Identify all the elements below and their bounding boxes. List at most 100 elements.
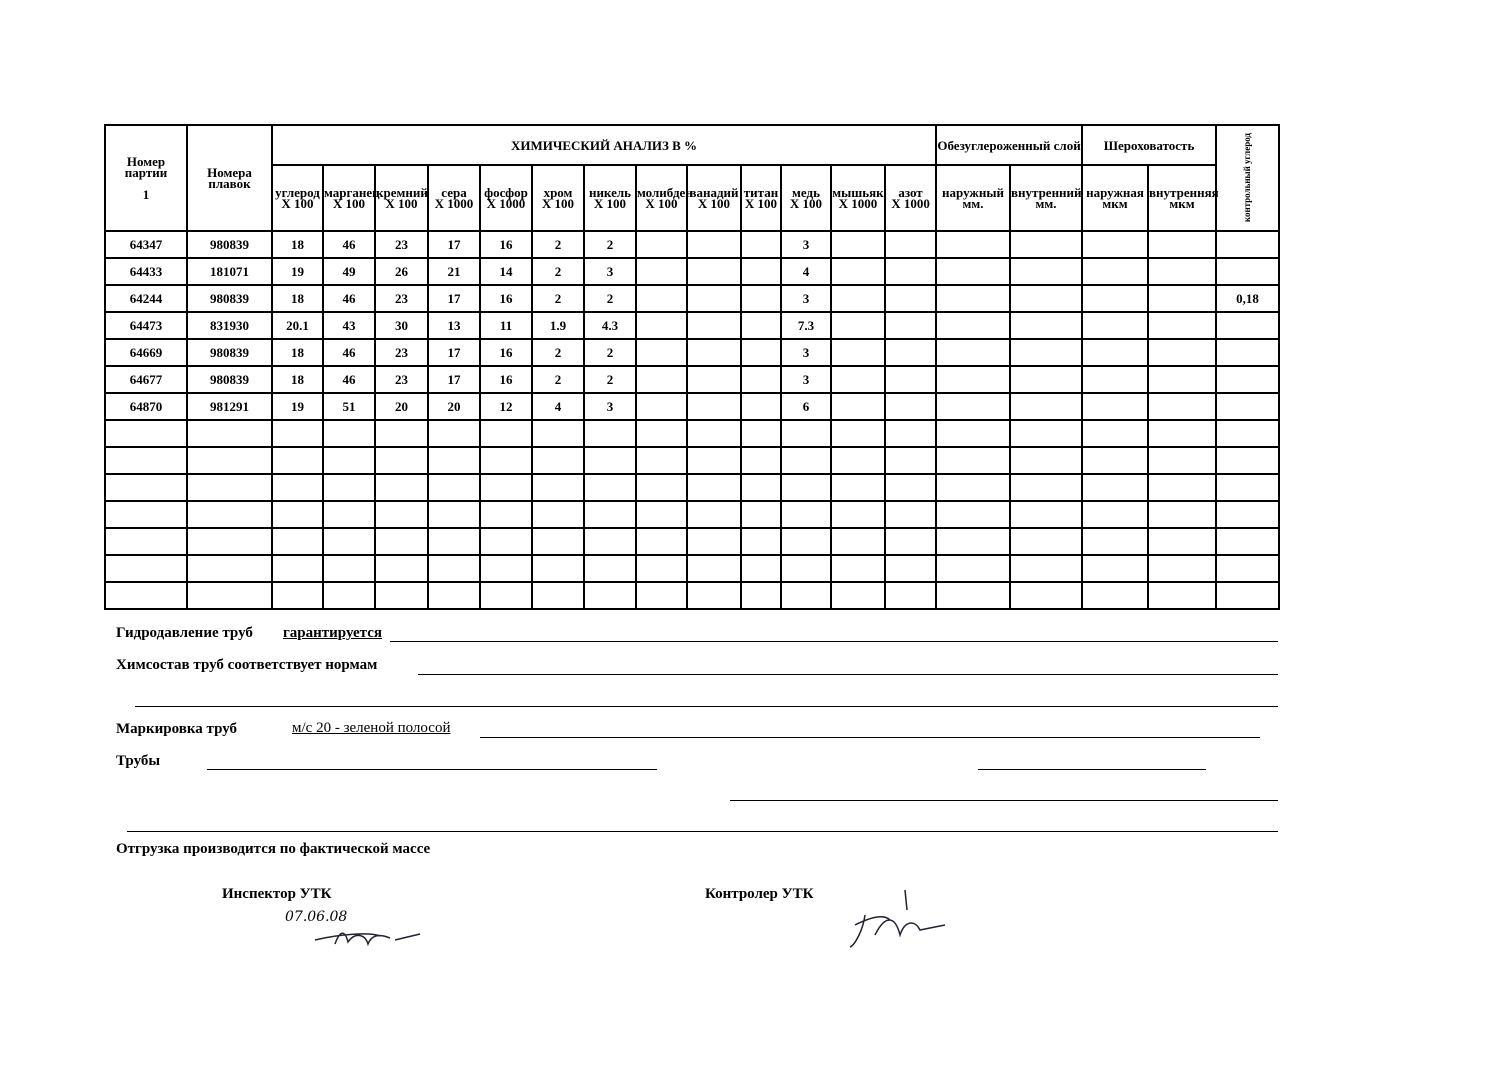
marking-value: м/с 20 - зеленой полосой [292,720,451,736]
table-cell [883,419,938,448]
table-cell: 181071 [186,257,273,286]
table-cell: 20.1 [271,311,324,340]
table-cell [635,230,688,259]
table-cell [104,419,188,448]
table-cell: 30 [374,311,429,340]
table-cell [271,473,324,502]
table-cell [635,392,688,421]
table-cell [427,581,481,610]
table-cell [1147,392,1218,421]
table-cell [104,554,188,583]
table-cell: 980839 [186,365,273,394]
table-cell [740,284,782,313]
table-cell: 6 [780,392,832,421]
table-cell: 980839 [186,284,273,313]
table-cell [830,527,886,556]
table-cell [740,473,782,502]
table-cell [1215,500,1281,529]
table-cell [186,527,273,556]
table-cell [635,500,688,529]
table-cell [1081,392,1150,421]
column-header: медь X 100 [780,164,832,232]
table-cell [271,419,324,448]
table-cell [1009,581,1084,610]
table-row: 64347 980839 18 46 23 17 16 2 2 3 [104,230,1281,259]
column-header: углерод X 100 [271,164,324,232]
table-cell: 2 [583,338,637,367]
table-row: 64677 980839 18 46 23 17 16 2 2 3 [104,365,1281,394]
table-cell [531,500,585,529]
table-cell: 2 [531,365,585,394]
chemical-analysis-table: Номер партии 1 Номера плавок ХИМИЧЕСКИЙ А… [104,124,1281,610]
empty-row [104,446,1281,475]
table-cell [686,473,742,502]
table-cell [740,338,782,367]
column-header: сера X 1000 [427,164,481,232]
table-cell [1215,365,1281,394]
table-cell: 14 [479,257,533,286]
table-cell [1215,527,1281,556]
control-carbon-header: контрольный углерод [1215,124,1281,232]
table-cell: 23 [374,230,429,259]
table-cell [883,230,938,259]
table-cell [1147,419,1218,448]
table-cell: 46 [322,365,376,394]
table-cell: 17 [427,338,481,367]
table-cell [1009,554,1084,583]
table-cell [186,419,273,448]
table-cell [830,500,886,529]
column-header: ванадий X 100 [686,164,742,232]
table-cell [1215,446,1281,475]
table-cell [1215,554,1281,583]
table-cell [271,446,324,475]
table-cell [479,446,533,475]
table-cell [374,446,429,475]
table-cell: 13 [427,311,481,340]
table-cell [635,284,688,313]
table-cell [740,500,782,529]
table-cell [583,419,637,448]
column-header: внутренняя мкм [1147,164,1219,232]
table-cell: 46 [322,284,376,313]
table-cell [186,473,273,502]
table-cell [322,554,376,583]
table-cell: 980839 [186,230,273,259]
table-cell [271,527,324,556]
table-cell [740,554,782,583]
hydro-value: гарантируется [283,625,382,641]
table-cell: 43 [322,311,376,340]
table-cell [322,527,376,556]
table-cell [830,257,886,286]
table-row: 64473 831930 20.1 43 30 13 11 1.9 4.3 7.3 [104,311,1281,340]
table-cell [686,446,742,475]
inspector-label: Инспектор УТК [222,886,332,902]
table-cell [935,581,1012,610]
table-cell [830,581,886,610]
table-cell [322,500,376,529]
table-cell [1147,527,1218,556]
table-cell: 3 [780,338,832,367]
marking-label: Маркировка труб [116,721,238,737]
table-cell [780,581,832,610]
table-cell: 981291 [186,392,273,421]
controller-label: Контролер УТК [705,886,814,902]
table-cell [1009,338,1084,367]
table-cell [1147,446,1218,475]
table-cell [830,311,886,340]
table-cell [1147,338,1218,367]
table-cell [531,527,585,556]
table-cell [1215,257,1281,286]
table-cell [686,338,742,367]
table-cell [780,500,832,529]
table-cell: 17 [427,230,481,259]
table-cell [740,365,782,394]
inspector-signature [314,932,421,947]
table-cell [1215,311,1281,340]
table-cell [686,419,742,448]
divider [127,831,1278,832]
table-cell: 2 [583,365,637,394]
table-cell: 49 [322,257,376,286]
column-header: титан X 100 [740,164,782,232]
table-cell [830,446,886,475]
table-cell [635,311,688,340]
